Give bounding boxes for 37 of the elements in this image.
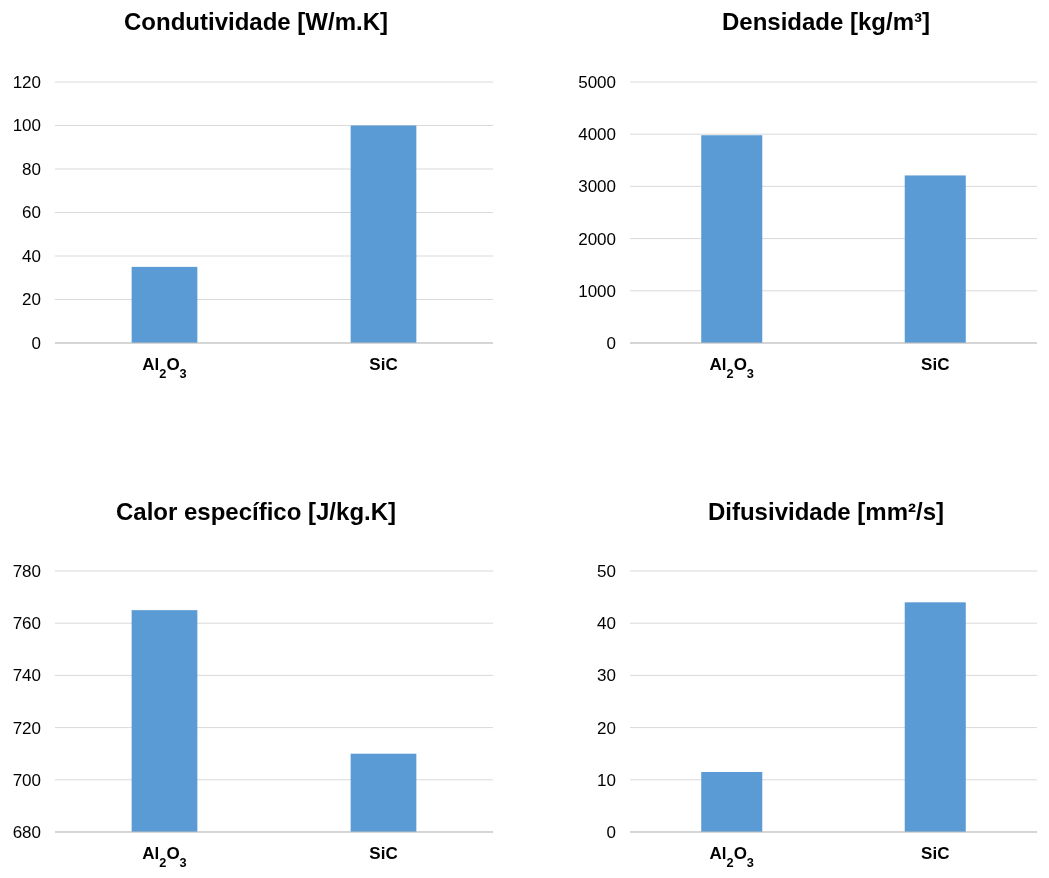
y-tick-label: 0: [31, 333, 41, 353]
y-tick-label: 4000: [578, 125, 616, 145]
x-tick-label: SiC: [921, 844, 950, 863]
y-tick-label: 0: [606, 822, 616, 842]
x-tick-label: SiC: [369, 355, 398, 374]
y-tick-label: 30: [597, 666, 616, 686]
x-tick-label: Al$_{2}$O$_{3}$: [709, 355, 754, 381]
y-tick-label: 740: [12, 666, 41, 686]
x-tick-label: Al$_{2}$O$_{3}$: [142, 844, 187, 870]
chart-title: Difusividade [mm²/s]: [707, 498, 945, 525]
x-tick-label: Al$_{2}$O$_{3}$: [709, 844, 754, 870]
y-tick-label: 0: [606, 333, 616, 353]
y-tick-label: 120: [12, 72, 41, 92]
y-tick-label: 50: [597, 561, 616, 581]
chart-title: Calor específico [J/kg.K]: [115, 498, 397, 525]
chart-title: Condutividade [W/m.K]: [124, 8, 388, 35]
y-tick-label: 40: [22, 246, 41, 266]
y-tick-label: 2000: [578, 229, 616, 249]
y-tick-label: 720: [12, 718, 41, 738]
x-tick-label: SiC: [921, 355, 950, 374]
y-tick-label: 3000: [578, 177, 616, 197]
y-tick-label: 10: [597, 770, 616, 790]
y-tick-label: 20: [597, 718, 616, 738]
y-tick-label: 780: [12, 561, 41, 581]
y-tick-label: 100: [12, 116, 41, 136]
y-tick-label: 5000: [578, 72, 616, 92]
x-tick-label: Al$_{2}$O$_{3}$: [142, 355, 187, 381]
y-tick-label: 1000: [578, 281, 616, 301]
chart-title: Densidade [kg/m³]: [721, 8, 931, 35]
y-tick-label: 80: [22, 159, 41, 179]
y-tick-label: 680: [12, 822, 41, 842]
y-tick-label: 700: [12, 770, 41, 790]
y-tick-label: 760: [12, 614, 41, 634]
y-tick-label: 40: [597, 614, 616, 634]
x-tick-label: SiC: [369, 844, 398, 863]
y-tick-label: 20: [22, 290, 41, 310]
y-tick-label: 60: [22, 203, 41, 223]
